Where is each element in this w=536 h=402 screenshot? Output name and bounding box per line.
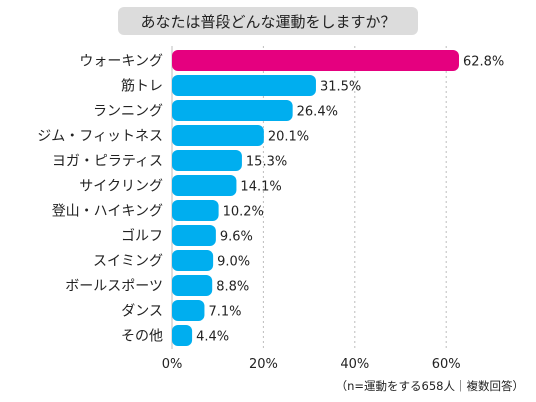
category-label: ランニング [93, 104, 163, 120]
title-background [118, 7, 418, 35]
category-label: スイミング [93, 254, 163, 270]
category-label: ジム・フィットネス [37, 129, 163, 145]
category-label: ヨガ・ピラティス [52, 154, 163, 170]
category-label: 筋トレ [121, 78, 163, 95]
bar [172, 300, 205, 321]
category-label: サイクリング [79, 179, 163, 195]
bar [172, 200, 219, 221]
bar [172, 325, 193, 346]
chart-title: あなたは普段どんな運動をしますか？ [140, 13, 395, 31]
value-label: 10.2% [223, 205, 264, 220]
bar [172, 250, 214, 271]
x-tick-label: 0% [162, 357, 183, 372]
bar [172, 125, 264, 146]
category-label: 登山・ハイキング [52, 204, 163, 220]
bar [172, 225, 216, 246]
value-label: 62.8% [463, 55, 504, 70]
gridlines [171, 46, 447, 349]
x-tick-label: 40% [340, 357, 369, 372]
value-label: 26.4% [297, 105, 338, 120]
bars [172, 50, 459, 346]
value-label: 9.6% [220, 230, 253, 245]
bar [172, 50, 459, 71]
bar [172, 175, 237, 196]
value-label: 8.8% [216, 280, 249, 295]
bar [172, 100, 293, 121]
value-label: 14.1% [240, 180, 281, 195]
category-label: ゴルフ [121, 228, 163, 245]
bar [172, 275, 213, 296]
category-label: その他 [121, 329, 163, 345]
bar [172, 150, 242, 171]
bar [172, 75, 316, 96]
value-label: 15.3% [246, 155, 287, 170]
category-label: ダンス [121, 304, 163, 320]
value-label: 9.0% [217, 255, 250, 270]
value-labels: 62.8% 31.5% 26.4% 20.1% 15.3% 14.1% 10.2% 9.6% 9… [196, 55, 504, 345]
category-label: ボールスポーツ [65, 279, 163, 295]
value-label: 31.5% [320, 80, 361, 95]
category-label: ウォーキング [79, 54, 163, 70]
category-labels: ウォーキング筋トレランニングジム・フィットネスヨガ・ピラティスサイクリング登山・… [37, 54, 163, 345]
value-label: 20.1% [268, 130, 309, 145]
sample-note: （n=運動をする658人｜複数回答） [336, 379, 524, 393]
value-label: 4.4% [196, 330, 229, 345]
x-tick-labels: 0% 20% 40% 60% [162, 357, 461, 372]
value-label: 7.1% [208, 305, 241, 320]
x-tick-label: 20% [249, 357, 278, 372]
x-tick-label: 60% [432, 357, 461, 372]
